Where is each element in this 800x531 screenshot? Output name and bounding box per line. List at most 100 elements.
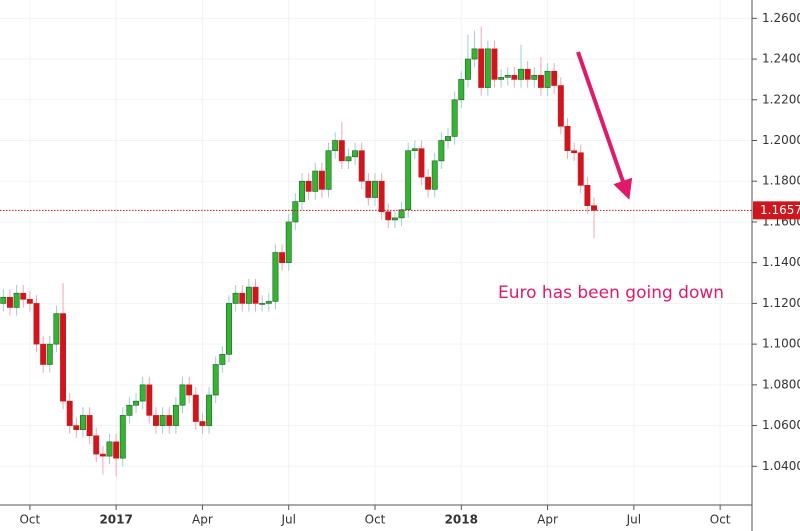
candle-body [73,425,80,430]
candle-body [464,58,471,80]
candle-body [153,415,159,426]
candle-body [259,303,266,305]
y-tick-label: 1.2000 [762,133,800,147]
candle-body [133,400,140,406]
x-tick-label: 2017 [99,513,132,527]
candle-body [551,70,558,86]
x-tick-label: 2018 [445,513,478,527]
candle-body [26,299,33,304]
x-tick-label: Jul [626,513,641,527]
candle-body [544,70,551,88]
candle-body [33,303,40,345]
candle-body [20,292,27,300]
candle-body [285,221,292,263]
y-tick-label: 1.1800 [762,174,800,188]
candle-body [312,170,319,192]
candle-body [166,415,173,426]
candle-body [491,48,498,80]
candle-body [146,384,153,416]
candle-body [212,364,219,396]
candle-body [537,75,544,88]
candle-body [99,453,106,457]
candle-body [172,404,179,426]
candle-body [325,150,332,190]
last-price-box [753,201,800,220]
candle-body [60,313,67,402]
candle-body [504,75,511,78]
candle-body [431,160,438,190]
candle-body [411,148,418,151]
candle-body [179,384,186,406]
candle-body [265,301,272,304]
candle-body [86,415,93,437]
y-tick-label: 1.2400 [762,52,800,66]
candle-body [365,180,372,198]
y-tick-label: 1.2200 [762,92,800,106]
y-tick-label: 1.0800 [762,377,800,391]
candle-body [40,343,47,365]
candle-body [186,384,193,396]
candle-body [239,292,246,304]
candle-body [279,252,286,263]
x-tick-label: Apr [192,513,213,527]
candle-body [139,384,146,402]
candle-body [451,99,458,137]
candle-body [338,140,345,162]
y-tick-label: 1.2600 [762,11,800,25]
candle-body [458,79,465,101]
candle-body [438,140,445,162]
candle-body [7,296,13,308]
y-tick-label: 1.0400 [762,459,800,473]
candle-body [226,303,232,355]
candle-body [391,217,398,221]
x-tick-label: Oct [365,513,386,527]
candle-body [252,286,259,304]
candle-body [53,313,60,345]
candle-body [159,415,166,426]
grid [0,0,752,505]
candle-body [405,150,412,211]
candle-body [232,292,239,304]
candle-body [352,150,359,158]
candle-body [358,150,365,182]
candle-body [398,209,405,219]
y-tick-label: 1.1000 [762,337,800,351]
candle-body [571,150,578,154]
candle-body [292,201,299,223]
candle-body [93,435,100,455]
candle-body [445,136,451,141]
candle-body [113,441,120,459]
candle-body [484,48,491,88]
x-tick-label: Oct [710,513,731,527]
candle-body [66,400,73,426]
down-arrow [576,51,633,200]
candle-body [46,343,53,365]
candle-body [245,286,252,304]
candle-body [219,354,226,365]
candle-body [199,421,206,426]
candle-body [192,394,199,422]
annotation: Euro has been going down [498,283,724,303]
candle-body [584,185,591,206]
candle-body [518,68,524,80]
plot [0,26,752,477]
candle-body [564,125,571,151]
candle-body [498,77,505,80]
candle-body [577,152,584,186]
x-tick-label: Jul [280,513,295,527]
candle-body [557,85,564,127]
candle-body [511,75,518,80]
candle-body [591,205,597,211]
candle-body [478,48,485,88]
candle-body [80,415,86,430]
candle-body [531,75,538,80]
candle-body [206,394,213,426]
candle-body [318,170,325,190]
y-tick-label: 1.1400 [762,255,800,269]
candle-body [345,156,352,162]
candle-body [471,48,478,60]
candle-body [106,441,113,457]
last-price-label: 1.1657 [760,203,800,217]
candle-body [119,415,126,459]
